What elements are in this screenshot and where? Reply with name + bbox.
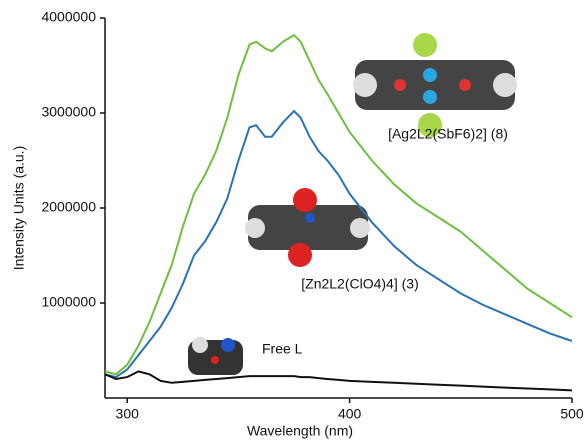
- series-label: [Ag2L2(SbF6)2] (8): [388, 126, 508, 142]
- x-axis-label: Wavelength (nm): [247, 423, 353, 439]
- x-tick-label: 400: [338, 406, 362, 422]
- molecule-free: [188, 337, 243, 375]
- y-tick-label: 4000000: [41, 9, 96, 25]
- chart: Wavelength (nm) Intensity Units (a.u.) 1…: [0, 0, 585, 443]
- series-label: [Zn2L2(ClO4)4] (3): [301, 276, 418, 292]
- y-tick-label: 3000000: [41, 104, 96, 120]
- y-tick-label: 1000000: [41, 294, 96, 310]
- y-axis-label: Intensity Units (a.u.): [11, 146, 27, 271]
- molecule-ag: [353, 33, 517, 137]
- series-label: Free L: [262, 341, 303, 357]
- y-tick-label: 2000000: [41, 199, 96, 215]
- molecule-zn: [245, 188, 370, 267]
- x-tick-label: 300: [116, 406, 140, 422]
- x-tick-label: 500: [560, 406, 584, 422]
- series-line: [105, 371, 572, 390]
